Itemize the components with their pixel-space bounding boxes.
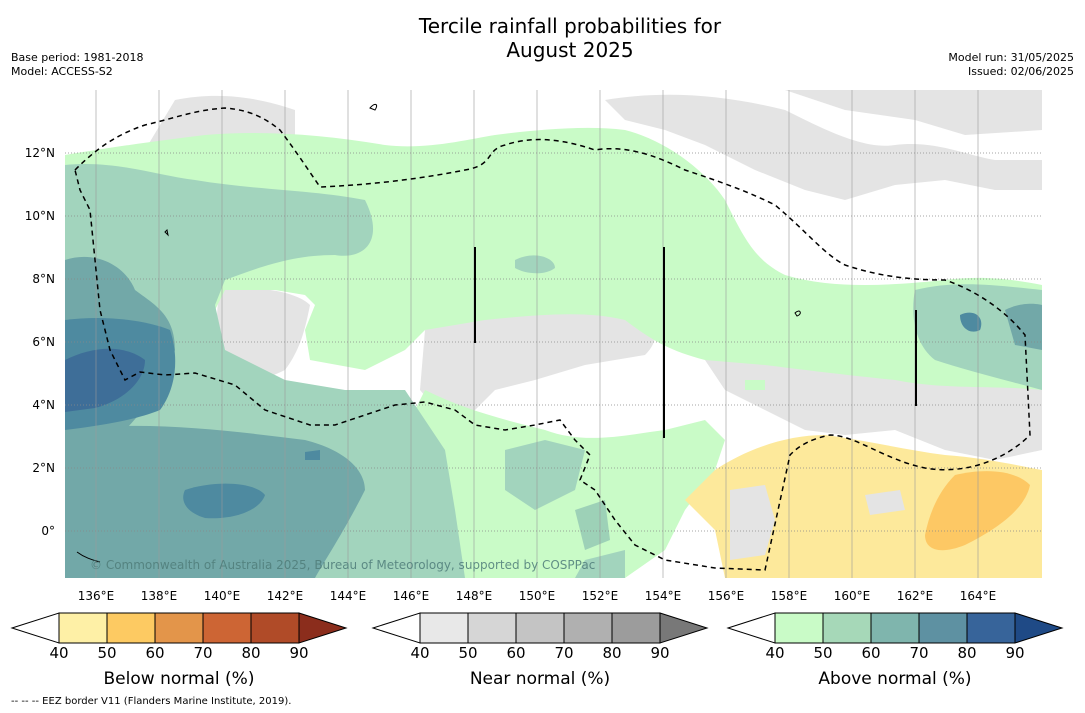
below-normal-50 xyxy=(925,471,1030,551)
lat-label: 10°N xyxy=(24,209,55,223)
title-line-1: Tercile rainfall probabilities for xyxy=(418,14,722,38)
probability-map xyxy=(65,90,1042,578)
below-normal-colorbar xyxy=(10,612,348,644)
title-line-2: August 2025 xyxy=(506,38,634,62)
near-tick: 70 xyxy=(554,644,574,662)
lon-label: 162°E xyxy=(896,589,934,603)
near-tick: 60 xyxy=(506,644,526,662)
island-outlines xyxy=(76,103,801,563)
lon-label: 142°E xyxy=(266,589,304,603)
below-tick: 80 xyxy=(241,644,261,662)
below-tick: 50 xyxy=(97,644,117,662)
meta-right: Model run: 31/05/2025 Issued: 02/06/2025 xyxy=(948,51,1074,79)
above-tick: 40 xyxy=(765,644,785,662)
lat-label: 6°N xyxy=(32,335,55,349)
lat-label: 0° xyxy=(41,524,55,538)
near-normal-patch xyxy=(730,485,775,560)
lon-label: 138°E xyxy=(140,589,178,603)
below-tick: 60 xyxy=(145,644,165,662)
model-run-text: Model run: 31/05/2025 xyxy=(948,51,1074,64)
base-period-text: Base period: 1981-2018 xyxy=(11,51,144,64)
above-normal-80 xyxy=(65,348,145,412)
lon-label: 150°E xyxy=(518,589,556,603)
lat-label: 4°N xyxy=(32,398,55,412)
below-tick: 40 xyxy=(49,644,69,662)
lon-label: 158°E xyxy=(770,589,808,603)
lon-label: 148°E xyxy=(455,589,493,603)
below-tick: 90 xyxy=(289,644,309,662)
above-tick: 50 xyxy=(813,644,833,662)
near-tick: 90 xyxy=(650,644,670,662)
copyright-credit: © Commonwealth of Australia 2025, Bureau… xyxy=(90,558,596,572)
map-title: Tercile rainfall probabilities for Augus… xyxy=(0,14,1085,62)
near-normal-patch xyxy=(865,490,905,515)
lon-label: 146°E xyxy=(392,589,430,603)
lon-label: 140°E xyxy=(203,589,241,603)
lon-label: 164°E xyxy=(959,589,997,603)
below-normal-title: Below normal (%) xyxy=(103,669,255,689)
near-tick: 50 xyxy=(458,644,478,662)
sector-lines xyxy=(474,247,917,438)
above-tick: 70 xyxy=(909,644,929,662)
near-normal-title: Near normal (%) xyxy=(469,669,611,689)
lat-label: 12°N xyxy=(24,146,55,160)
near-normal-colorbar xyxy=(371,612,709,644)
eez-border xyxy=(74,107,1031,571)
lon-label: 156°E xyxy=(707,589,745,603)
longitude-gridlines xyxy=(95,90,979,578)
latitude-gridlines xyxy=(65,152,1042,532)
eez-footnote: -- -- -- EEZ border V11 (Flanders Marine… xyxy=(11,696,292,707)
below-tick: 70 xyxy=(193,644,213,662)
above-tick: 80 xyxy=(957,644,977,662)
model-text: Model: ACCESS-S2 xyxy=(11,65,113,78)
above-tick: 90 xyxy=(1005,644,1025,662)
near-tick: 40 xyxy=(410,644,430,662)
lat-label: 8°N xyxy=(32,272,55,286)
lon-label: 152°E xyxy=(581,589,619,603)
lon-label: 154°E xyxy=(644,589,682,603)
lon-label: 160°E xyxy=(833,589,871,603)
lon-label: 144°E xyxy=(329,589,367,603)
above-normal-title: Above normal (%) xyxy=(818,669,972,689)
near-tick: 80 xyxy=(602,644,622,662)
above-normal-colorbar xyxy=(726,612,1064,644)
lat-label: 2°N xyxy=(32,461,55,475)
lon-label: 136°E xyxy=(77,589,115,603)
colorbars xyxy=(10,612,1064,644)
above-tick: 60 xyxy=(861,644,881,662)
issued-text: Issued: 02/06/2025 xyxy=(967,65,1074,78)
meta-left: Base period: 1981-2018 Model: ACCESS-S2 xyxy=(11,51,143,79)
